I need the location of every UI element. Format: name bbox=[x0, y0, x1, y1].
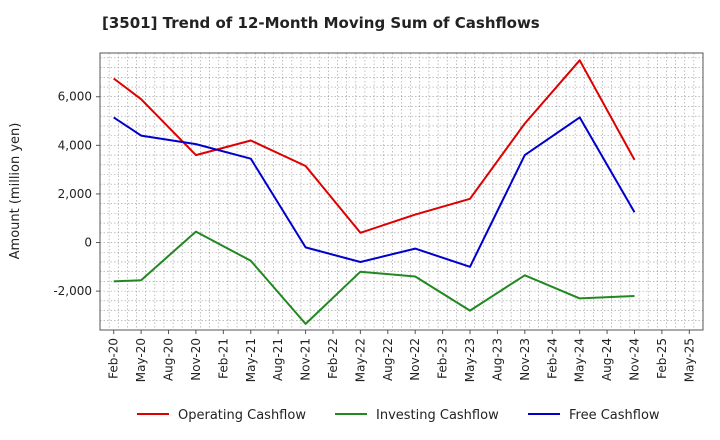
x-tick-label: Aug-23 bbox=[490, 338, 504, 381]
y-tick-label: 6,000 bbox=[58, 90, 92, 104]
x-tick-label: Feb-20 bbox=[107, 338, 121, 379]
y-tick-label: 2,000 bbox=[58, 187, 92, 201]
x-tick-label: Feb-22 bbox=[326, 338, 340, 379]
series-line bbox=[113, 59, 636, 234]
grid bbox=[100, 53, 703, 330]
plot-frame bbox=[99, 52, 704, 331]
x-tick-label: Feb-25 bbox=[655, 338, 669, 379]
x-tick-label: Nov-23 bbox=[518, 338, 532, 381]
x-tick-label: Nov-22 bbox=[408, 338, 422, 381]
series-line bbox=[113, 116, 636, 268]
x-tick-label: Nov-20 bbox=[189, 338, 203, 381]
chart-title: [3501] Trend of 12-Month Moving Sum of C… bbox=[102, 14, 540, 32]
legend-label: Investing Cashflow bbox=[376, 408, 499, 423]
x-tick-label: Nov-21 bbox=[299, 338, 313, 381]
y-tick-label: 4,000 bbox=[58, 138, 92, 152]
x-axis: Feb-20 May-20 Aug-20 Nov-20 Feb-21 May-21 Aug-… bbox=[107, 330, 696, 382]
y-axis: -2,000 0 2,000 4,000 6,000 bbox=[53, 90, 100, 298]
x-tick-label: Feb-21 bbox=[216, 338, 230, 379]
legend-label: Operating Cashflow bbox=[178, 408, 306, 423]
series-line bbox=[113, 230, 635, 325]
x-tick-label: May-23 bbox=[463, 338, 477, 382]
x-tick-label: Aug-21 bbox=[271, 338, 285, 381]
y-tick-label: 0 bbox=[84, 236, 92, 250]
y-axis-label: Amount (million yen) bbox=[8, 123, 23, 260]
legend-label: Free Cashflow bbox=[569, 408, 660, 423]
series-lines bbox=[113, 59, 636, 325]
y-tick-label: -2,000 bbox=[53, 284, 92, 298]
x-tick-label: Nov-24 bbox=[627, 338, 641, 381]
x-tick-label: Feb-23 bbox=[436, 338, 450, 379]
x-tick-label: Feb-24 bbox=[545, 338, 559, 379]
x-tick-label: Aug-20 bbox=[162, 338, 176, 381]
x-tick-label: May-20 bbox=[134, 338, 148, 382]
x-tick-label: Aug-22 bbox=[381, 338, 395, 381]
x-tick-label: May-24 bbox=[573, 338, 587, 382]
x-tick-label: May-21 bbox=[244, 338, 258, 382]
legend: Operating Cashflow Investing Cashflow Free… bbox=[137, 408, 660, 423]
x-tick-label: May-25 bbox=[682, 338, 696, 382]
x-tick-label: May-22 bbox=[353, 338, 367, 382]
x-tick-label: Aug-24 bbox=[600, 338, 614, 381]
